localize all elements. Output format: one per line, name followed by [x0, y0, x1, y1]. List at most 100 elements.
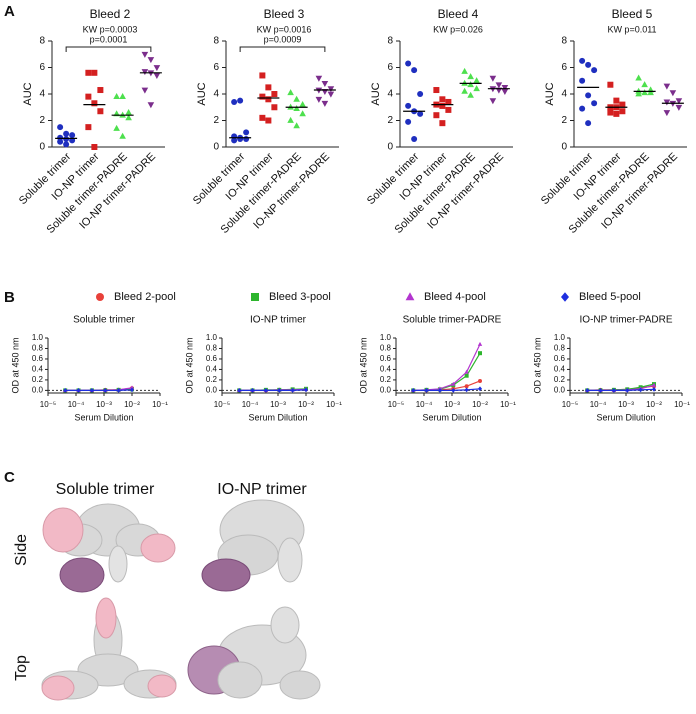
y-tick-label: 4	[213, 89, 219, 100]
marker	[265, 96, 272, 103]
y-axis-label: AUC	[22, 82, 34, 105]
chart-title: Bleed 5	[612, 7, 653, 21]
x-tick-label: 10⁻³	[618, 400, 634, 409]
annotation: KW p=0.0016	[257, 24, 312, 34]
marker	[405, 60, 412, 67]
marker	[663, 110, 671, 117]
series-line	[413, 344, 481, 391]
y-tick-label: 2	[387, 115, 393, 126]
x-tick-label: 10⁻¹	[674, 400, 690, 409]
marker	[478, 351, 482, 356]
x-axis-label: Serum Dilution	[422, 412, 481, 422]
structure-ionp-side	[201, 499, 305, 592]
marker	[489, 75, 497, 82]
y-tick-label: 4	[387, 89, 393, 100]
panel-label: B	[4, 289, 15, 306]
y-tick-label: 6	[561, 62, 567, 73]
marker	[669, 90, 677, 97]
y-tick-label: 0.4	[380, 365, 392, 374]
marker	[237, 136, 244, 143]
marker	[464, 384, 469, 389]
marker	[495, 82, 503, 89]
marker	[271, 104, 278, 111]
marker	[119, 132, 126, 139]
structure-soluble-top	[41, 597, 177, 701]
marker	[113, 93, 120, 100]
marker	[290, 387, 295, 393]
marker	[405, 102, 412, 109]
series-line	[65, 389, 133, 391]
y-tick-label: 0.4	[32, 365, 44, 374]
chart-title: Bleed 2	[90, 7, 131, 21]
y-tick-label: 0.4	[206, 365, 218, 374]
y-tick-label: 6	[39, 62, 45, 73]
marker	[417, 91, 424, 97]
x-axis-label: Serum Dilution	[248, 412, 307, 422]
marker	[293, 104, 300, 111]
chart-title: Soluble trimer-PADRE	[403, 315, 502, 326]
y-axis-label: OD at 450 nm	[532, 337, 542, 393]
marker	[464, 373, 469, 378]
marker	[85, 93, 92, 100]
y-tick-label: 1.0	[32, 333, 44, 342]
marker	[675, 98, 683, 105]
marker	[129, 385, 135, 390]
marker	[63, 387, 68, 393]
comparison-bracket	[239, 46, 326, 52]
marker	[467, 81, 474, 88]
marker	[411, 387, 416, 393]
x-tick-label: 10⁻⁵	[388, 400, 404, 409]
y-tick-label: 8	[213, 36, 219, 47]
structure-column-title: Soluble trimer	[56, 481, 155, 498]
y-tick-label: 4	[39, 89, 45, 100]
marker	[287, 116, 294, 123]
marker	[113, 124, 120, 131]
marker	[57, 124, 64, 131]
marker	[585, 61, 592, 68]
marker	[635, 90, 642, 97]
chart-title: Bleed 3	[264, 7, 305, 21]
marker	[69, 132, 76, 139]
marker	[417, 110, 424, 117]
x-tick-label: 10⁻³	[96, 400, 112, 409]
marker	[63, 130, 70, 137]
legend-label: Bleed 5-pool	[579, 291, 641, 303]
y-tick-label: 8	[39, 36, 45, 47]
x-tick-label: 10⁻¹	[152, 400, 168, 409]
marker	[439, 120, 446, 127]
y-tick-label: 0.6	[554, 354, 566, 363]
marker	[243, 136, 250, 143]
y-tick-label: 1.0	[206, 333, 218, 342]
y-tick-label: 0.6	[206, 354, 218, 363]
marker	[464, 369, 469, 374]
marker	[598, 387, 603, 393]
marker	[125, 108, 132, 115]
comparison-bracket	[65, 46, 152, 52]
marker	[89, 387, 94, 393]
series-line	[239, 389, 307, 391]
y-tick-label: 0	[561, 142, 567, 153]
marker	[641, 89, 648, 96]
marker	[277, 387, 282, 393]
marker	[451, 387, 456, 393]
x-tick-label: 10⁻²	[472, 400, 488, 409]
y-tick-label: 0	[387, 142, 393, 153]
marker	[663, 99, 671, 106]
y-tick-label: 0	[39, 142, 45, 153]
y-tick-label: 0.0	[380, 385, 392, 394]
marker	[663, 83, 671, 90]
y-tick-label: 2	[39, 115, 45, 126]
marker	[259, 72, 266, 79]
marker	[271, 91, 278, 97]
marker	[97, 108, 104, 115]
marker	[613, 110, 620, 117]
y-axis-label: AUC	[370, 82, 382, 105]
x-tick-label: 10⁻⁴	[416, 400, 433, 409]
marker	[147, 57, 155, 64]
annotation: KW p=0.011	[607, 24, 656, 34]
marker	[489, 86, 497, 93]
y-tick-label: 6	[387, 62, 393, 73]
marker	[141, 69, 149, 76]
marker	[76, 387, 81, 393]
